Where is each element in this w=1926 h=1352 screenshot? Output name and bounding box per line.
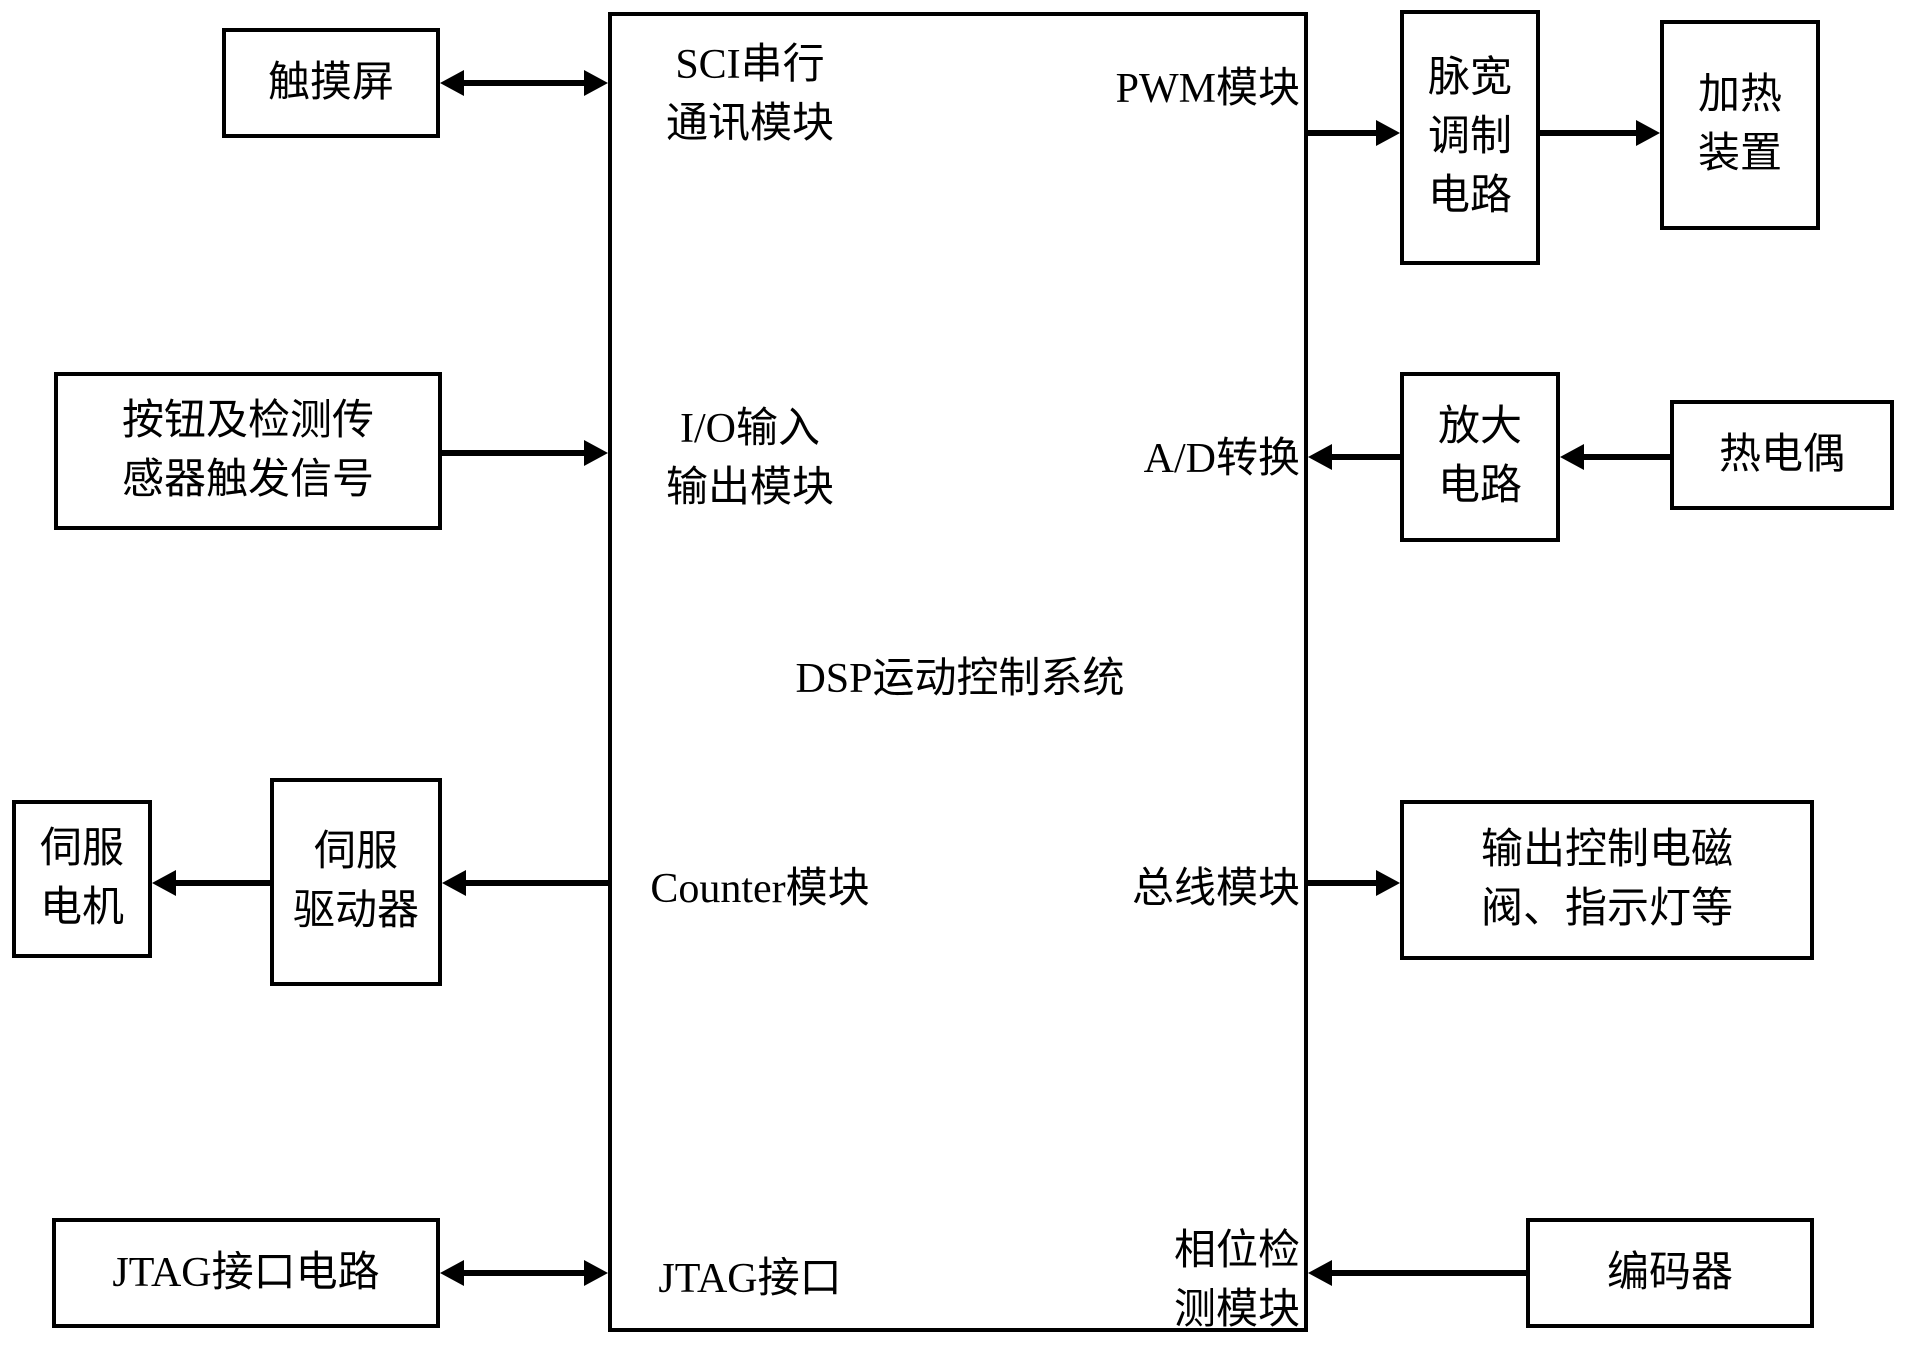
arrowhead-output: [1376, 870, 1400, 896]
box-heater: 加热 装置: [1660, 20, 1820, 230]
arrowhead-driver: [442, 870, 466, 896]
arrow-bus-output: [1308, 880, 1378, 886]
port-ad: A/D转换: [1070, 430, 1300, 489]
arrowhead-phase: [1308, 1260, 1332, 1286]
arrowhead-io: [584, 440, 608, 466]
arrow-pwm-circuit: [1308, 130, 1378, 136]
arrow-encoder-phase: [1332, 1270, 1526, 1276]
label-servo-driver: 伺服 驱动器: [293, 823, 419, 941]
port-pwm: PWM模块: [1040, 60, 1300, 119]
box-servo-driver: 伺服 驱动器: [270, 778, 442, 986]
port-jtag: JTAG接口: [620, 1250, 880, 1309]
box-button-sensor: 按钮及检测传 感器触发信号: [54, 372, 442, 530]
arrowhead-amp: [1560, 444, 1584, 470]
box-servo-motor: 伺服 电机: [12, 800, 152, 958]
arrow-counter-driver: [466, 880, 608, 886]
label-pwm-circuit: 脉宽 调制 电路: [1428, 49, 1512, 225]
box-amplifier: 放大 电路: [1400, 372, 1560, 542]
box-thermocouple: 热电偶: [1670, 400, 1894, 510]
box-pwm-circuit: 脉宽 调制 电路: [1400, 10, 1540, 265]
label-thermocouple: 热电偶: [1719, 426, 1845, 485]
arrowhead-jtag-r: [584, 1260, 608, 1286]
label-servo-motor: 伺服 电机: [40, 820, 124, 938]
arrow-thermo-amp: [1584, 454, 1670, 460]
arrowhead-pwm-circuit: [1376, 120, 1400, 146]
arrowhead-motor: [152, 870, 176, 896]
box-jtag-circuit: JTAG接口电路: [52, 1218, 440, 1328]
port-phase: 相位检 测模块: [1100, 1222, 1300, 1340]
label-touchscreen: 触摸屏: [268, 54, 394, 113]
label-button-sensor: 按钮及检测传 感器触发信号: [122, 392, 374, 510]
arrowhead-touchscreen: [440, 70, 464, 96]
arrowhead-sci: [584, 70, 608, 96]
arrowhead-jtag-l: [440, 1260, 464, 1286]
label-output-control: 输出控制电磁 阀、指示灯等: [1481, 821, 1733, 939]
box-output-control: 输出控制电磁 阀、指示灯等: [1400, 800, 1814, 960]
port-counter: Counter模块: [620, 860, 900, 919]
box-touchscreen: 触摸屏: [222, 28, 440, 138]
arrowhead-heater: [1636, 120, 1660, 146]
label-jtag-circuit: JTAG接口电路: [112, 1244, 379, 1303]
arrowhead-ad: [1308, 444, 1332, 470]
port-io: I/O输入 输出模块: [620, 400, 880, 518]
arrow-jtag-bi: [464, 1270, 586, 1276]
dsp-title: DSP运动控制系统: [720, 650, 1200, 709]
port-sci: SCI串行 通讯模块: [620, 36, 880, 154]
arrow-amp-ad: [1332, 454, 1400, 460]
label-encoder: 编码器: [1607, 1244, 1733, 1303]
arrow-driver-motor: [176, 880, 270, 886]
box-encoder: 编码器: [1526, 1218, 1814, 1328]
port-bus: 总线模块: [1070, 860, 1300, 919]
arrow-button-io: [442, 450, 586, 456]
label-amplifier: 放大 电路: [1438, 398, 1522, 516]
label-heater: 加热 装置: [1698, 66, 1782, 184]
arrow-touchscreen-sci: [462, 80, 586, 86]
arrow-circuit-heater: [1540, 130, 1638, 136]
